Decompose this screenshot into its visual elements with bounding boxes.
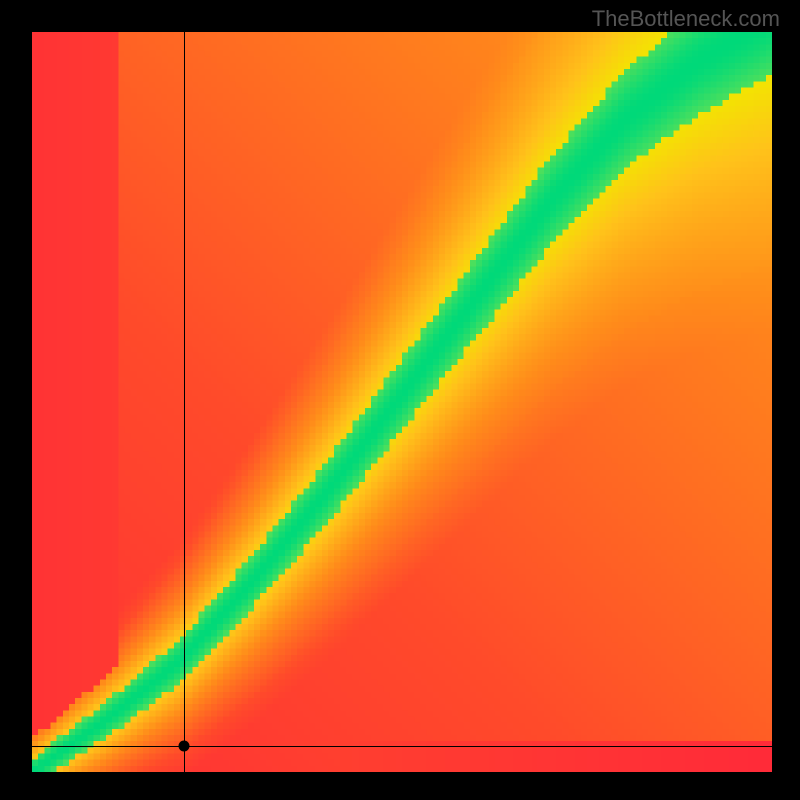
crosshair-horizontal	[32, 746, 772, 747]
heatmap-canvas	[32, 32, 772, 772]
marker-dot	[178, 741, 189, 752]
watermark-text: TheBottleneck.com	[592, 6, 780, 32]
crosshair-vertical	[184, 32, 185, 772]
bottleneck-heatmap	[32, 32, 772, 772]
